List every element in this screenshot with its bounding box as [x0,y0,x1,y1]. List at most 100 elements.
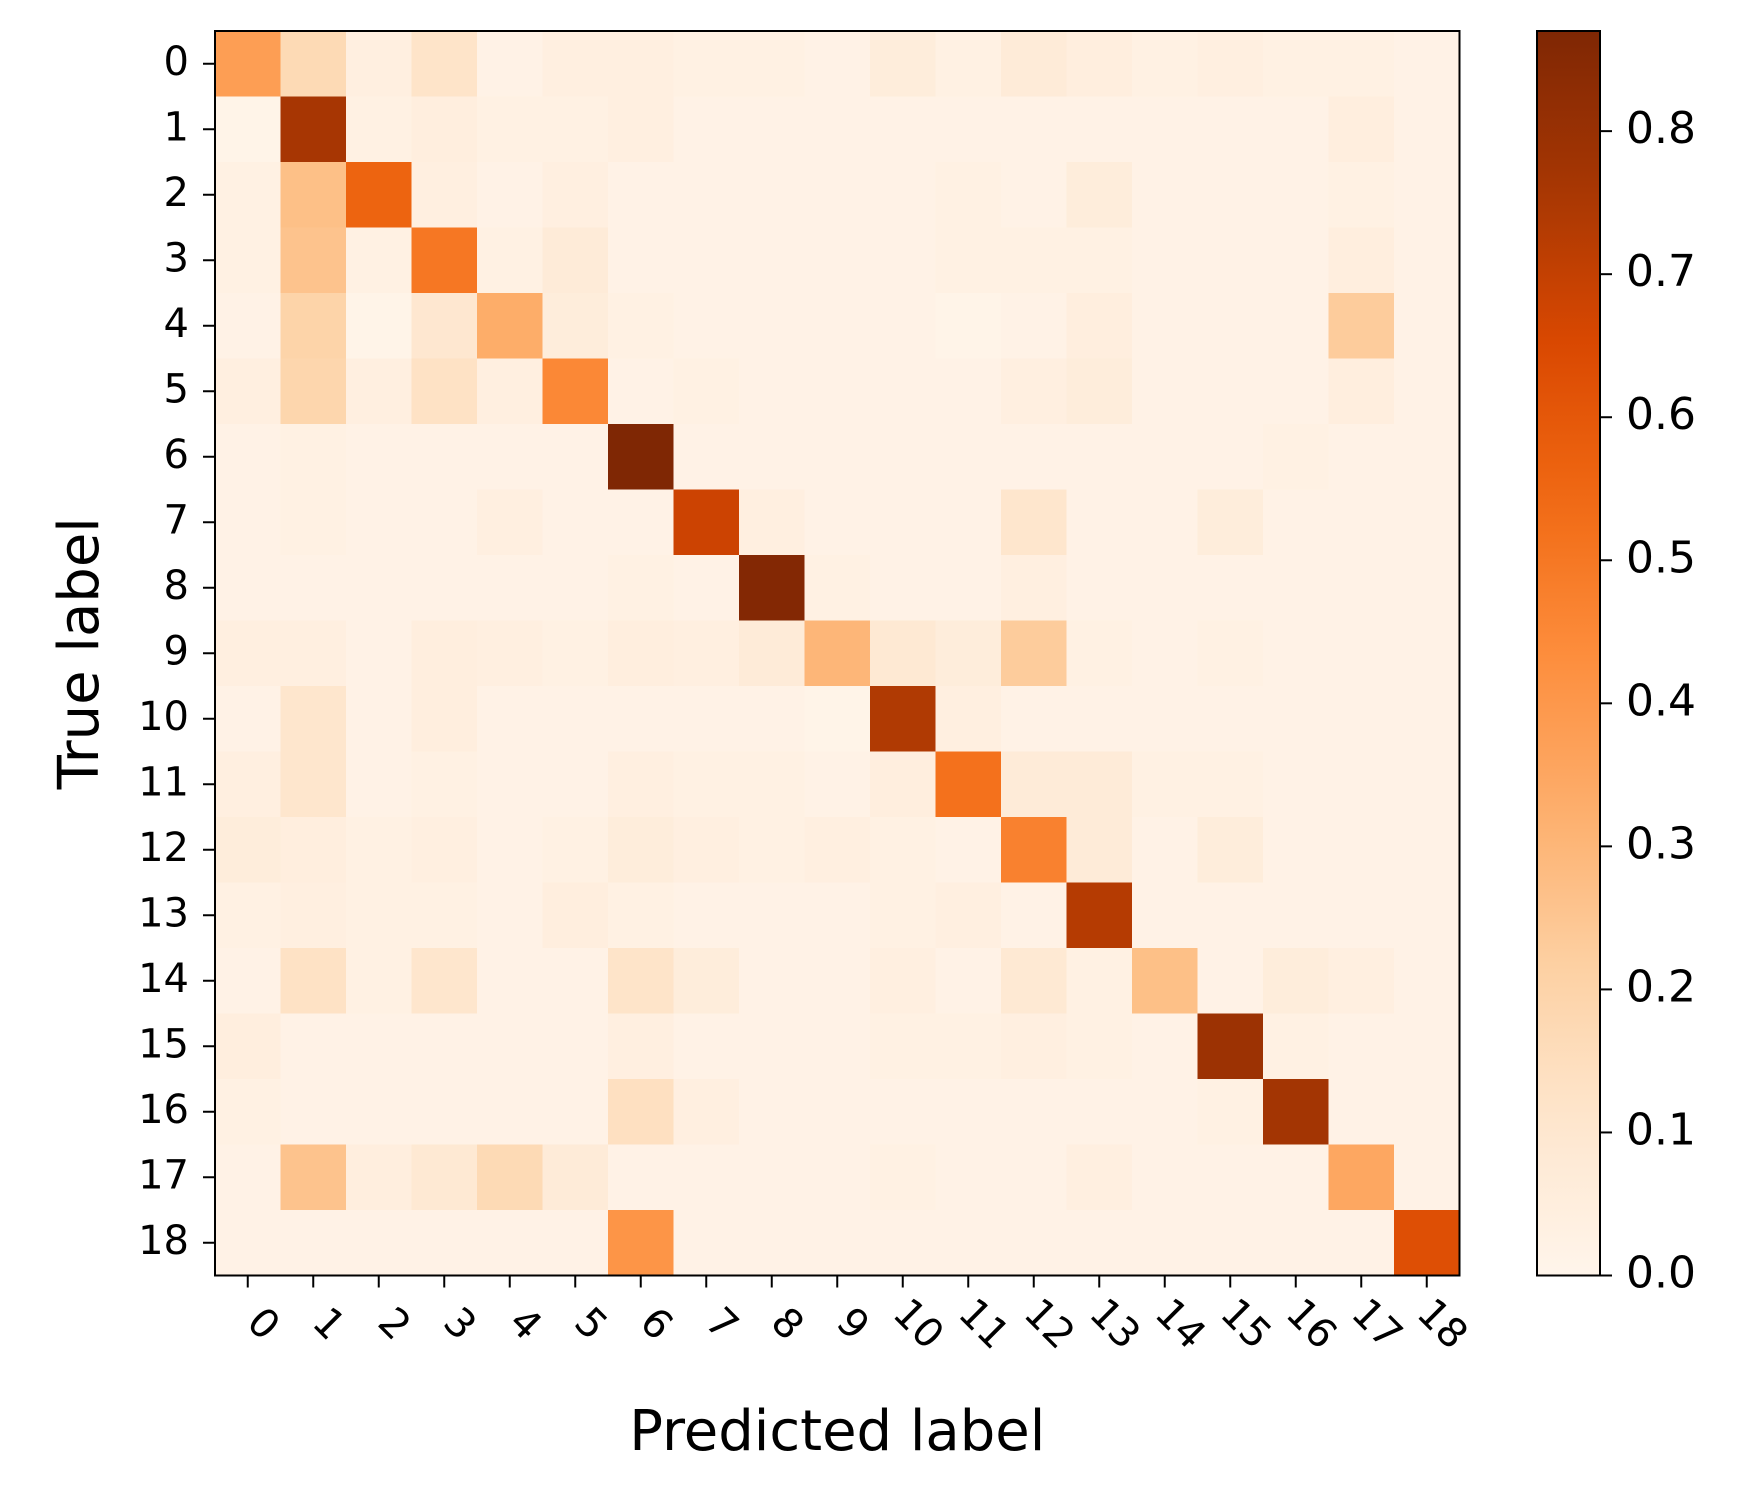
heatmap-cell [346,424,413,491]
y-tick-label: 5 [164,366,189,412]
heatmap-cell [1001,1079,1068,1146]
heatmap-cell [608,1013,675,1080]
heatmap-cell [608,227,675,294]
heatmap-cell [215,293,282,360]
heatmap-cell [804,424,871,491]
heatmap-cell [542,948,609,1015]
heatmap-cell [215,948,282,1015]
heatmap-cell [1197,555,1264,622]
colorbar-tick-label: 0.6 [1626,389,1696,440]
heatmap-cell [739,751,806,818]
heatmap-cell [280,555,347,622]
heatmap-cell [1328,751,1395,818]
heatmap-cell [935,620,1002,687]
heatmap-cell [1132,489,1199,556]
heatmap-cell [411,489,478,556]
heatmap-cell [1066,489,1133,556]
heatmap-cell [411,162,478,229]
heatmap-cell [1001,620,1068,687]
heatmap-cell [804,620,871,687]
heatmap-cell [1001,489,1068,556]
heatmap-cell [935,1013,1002,1080]
colorbar-tick-label: 0.7 [1626,246,1696,297]
heatmap-cell [1001,31,1068,98]
heatmap-cell [1197,817,1264,884]
colorbar-tick-label: 0.3 [1626,818,1696,869]
y-tick-label: 2 [164,170,189,216]
heatmap-cell [1394,1079,1461,1146]
heatmap-cell [673,620,740,687]
heatmap-cell [411,1013,478,1080]
y-tick-label: 7 [164,497,189,543]
heatmap-cell [346,620,413,687]
heatmap-cell [411,817,478,884]
heatmap-cell [935,948,1002,1015]
heatmap-cell [1394,358,1461,425]
heatmap-cell [1132,686,1199,753]
heatmap-cell [1197,31,1264,98]
heatmap-cell [215,1144,282,1211]
heatmap-cell [411,1079,478,1146]
heatmap-cell [1394,686,1461,753]
heatmap-cell [1263,293,1330,360]
y-tick-label: 6 [164,432,189,478]
heatmap-cell [804,227,871,294]
heatmap-cell [215,31,282,98]
heatmap-cell [1132,162,1199,229]
heatmap-cell [1066,620,1133,687]
heatmap-cell [739,555,806,622]
heatmap-cell [477,293,544,360]
heatmap-cell [1263,817,1330,884]
heatmap-cell [1394,882,1461,949]
heatmap-cell [1066,424,1133,491]
y-tick-label: 18 [138,1218,189,1264]
y-tick-label: 9 [164,628,189,674]
heatmap-cell [673,1210,740,1277]
heatmap-cell [280,424,347,491]
heatmap-cell [1328,555,1395,622]
heatmap-cell [608,686,675,753]
heatmap-cell [477,751,544,818]
heatmap-cell [346,162,413,229]
heatmap-cell [346,1079,413,1146]
x-tick-label: 17 [1342,1290,1411,1359]
x-tick-label: 12 [1015,1290,1084,1359]
heatmap-cell [477,358,544,425]
heatmap-cell [673,227,740,294]
heatmap-cell [804,1079,871,1146]
y-axis-label: True label [47,517,112,790]
heatmap-cell [1394,489,1461,556]
heatmap-cell [1066,948,1133,1015]
heatmap-cell [1066,1079,1133,1146]
heatmap-cell [1066,555,1133,622]
heatmap-cell [542,817,609,884]
heatmap-cell [1001,1144,1068,1211]
y-tick-label: 0 [164,39,189,85]
heatmap-cell [215,162,282,229]
heatmap-cell [346,555,413,622]
x-tick-label: 14 [1146,1290,1215,1359]
heatmap-cell [608,1144,675,1211]
heatmap-cell [1001,96,1068,163]
heatmap-cell [346,489,413,556]
heatmap-cell [280,1079,347,1146]
heatmap-cell [1197,882,1264,949]
heatmap-cell [608,1079,675,1146]
heatmap-cell [1263,1210,1330,1277]
heatmap-cell [804,751,871,818]
heatmap-cell [870,162,937,229]
heatmap-cell [477,882,544,949]
heatmap-cell [1001,1210,1068,1277]
heatmap-cell [1328,424,1395,491]
heatmap-cell [739,1144,806,1211]
heatmap-cell [935,1144,1002,1211]
heatmap-cell [1328,620,1395,687]
heatmap-cell [673,948,740,1015]
heatmap-cell [1263,1144,1330,1211]
y-tick-label: 8 [164,563,189,609]
heatmap-cell [542,489,609,556]
heatmap-cell [477,96,544,163]
heatmap-cell [1066,1013,1133,1080]
x-tick-label: 8 [762,1299,813,1350]
heatmap-cell [411,424,478,491]
